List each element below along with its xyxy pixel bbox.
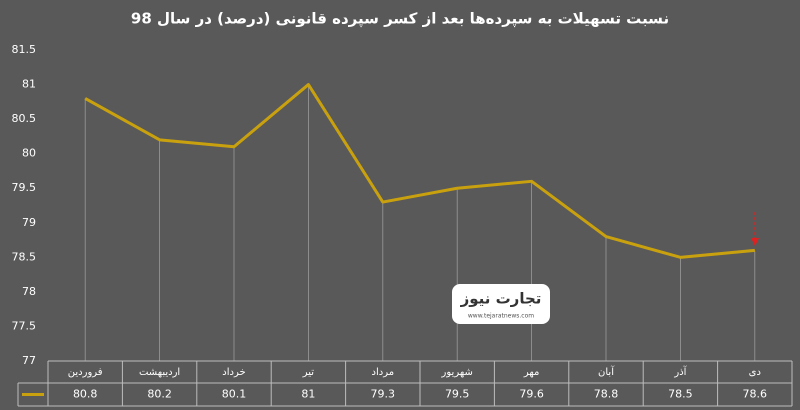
watermark-box (452, 284, 550, 324)
chart-title: نسبت تسهیلات به سپرده‌ها بعد از کسر سپرد… (131, 10, 669, 29)
table-value: 79.3 (371, 388, 396, 401)
y-tick-label: 79 (22, 216, 36, 229)
x-tick-label: آبان (598, 365, 615, 378)
table-value: 80.2 (147, 388, 172, 401)
y-tick-label: 78 (22, 285, 36, 298)
y-tick-label: 81 (22, 78, 36, 91)
x-tick-label: دی (749, 367, 761, 378)
x-tick-label: مهر (523, 367, 539, 378)
x-tick-label: فروردین (68, 367, 103, 378)
table-value: 79.5 (445, 388, 470, 401)
x-tick-label: اردیبهشت (139, 367, 180, 378)
x-tick-label: شهریور (441, 367, 473, 378)
y-tick-label: 77.5 (12, 319, 37, 332)
x-tick-label: مرداد (372, 367, 395, 378)
y-tick-label: 77 (22, 354, 36, 367)
x-tick-label: آذر (673, 365, 687, 378)
watermark-brand: تجارت نیوز (460, 290, 542, 308)
table-value: 80.1 (222, 388, 247, 401)
table-value: 78.8 (594, 388, 619, 401)
y-tick-label: 80.5 (12, 112, 37, 125)
y-tick-label: 78.5 (12, 250, 37, 263)
y-tick-label: 80 (22, 147, 36, 160)
x-tick-label: خرداد (222, 367, 245, 378)
watermark-url: www.tejaratnews.com (468, 313, 534, 320)
y-tick-label: 79.5 (12, 181, 37, 194)
table-value: 79.6 (519, 388, 544, 401)
table-value: 80.8 (73, 388, 98, 401)
table-value: 81 (301, 388, 315, 401)
table-value: 78.5 (668, 388, 693, 401)
y-tick-label: 81.5 (12, 43, 37, 56)
annotation-arrowhead (751, 238, 759, 246)
line-series (84, 83, 755, 259)
table-value: 78.6 (743, 388, 768, 401)
x-tick-label: تیر (302, 367, 315, 378)
watermark: تجارت نیوز www.tejaratnews.com (452, 284, 550, 324)
